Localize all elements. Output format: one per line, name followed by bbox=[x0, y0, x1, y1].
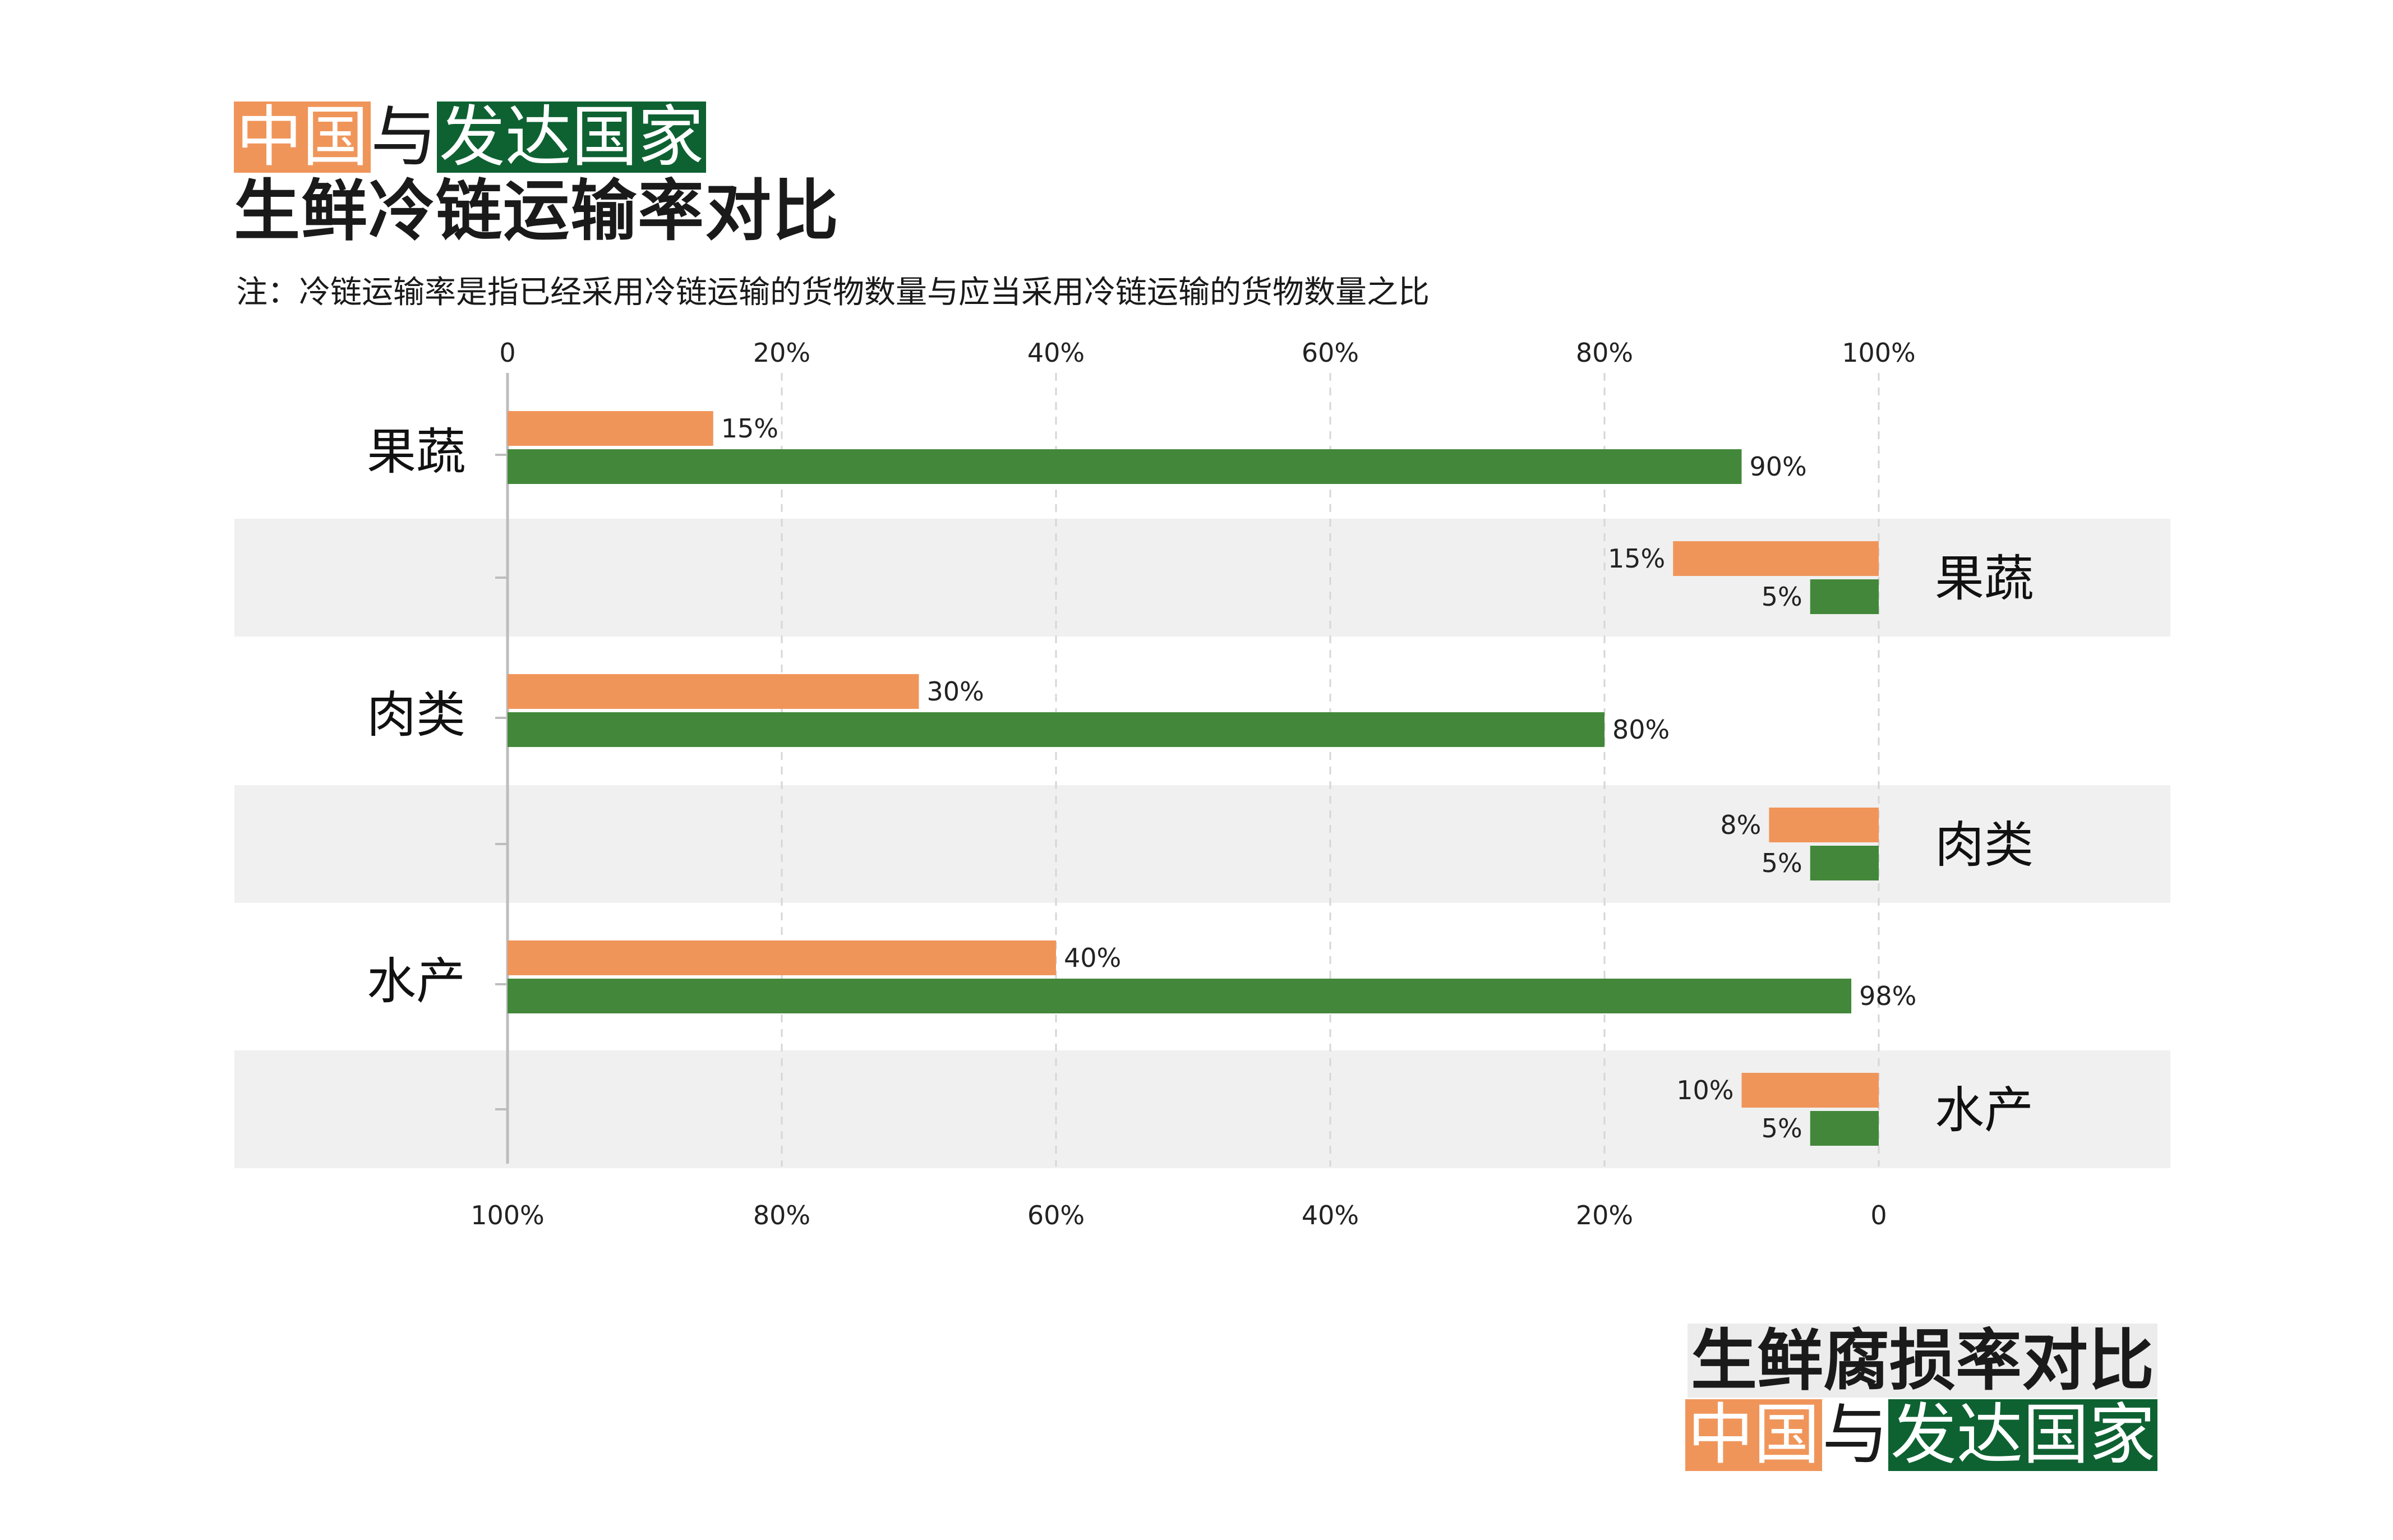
bar-top-china bbox=[508, 940, 1056, 975]
value-label-bottom: 5% bbox=[1762, 1113, 1802, 1144]
top-tick-label: 100% bbox=[1842, 338, 1916, 368]
value-label-bottom: 8% bbox=[1720, 810, 1761, 840]
bar-top-developed bbox=[508, 449, 1742, 484]
value-label-top: 30% bbox=[927, 676, 984, 707]
bottom-tick-label: 0 bbox=[1870, 1200, 1887, 1230]
top-tick-label: 80% bbox=[1576, 338, 1633, 368]
bar-top-china bbox=[508, 411, 713, 446]
bottom-title: 生鲜腐损率对比 中国与发达国家 bbox=[1685, 1324, 2157, 1472]
value-label-bottom: 5% bbox=[1762, 848, 1802, 878]
value-label-bottom: 5% bbox=[1762, 582, 1802, 612]
category-label-top: 水产 bbox=[367, 952, 465, 1010]
value-label-bottom: 10% bbox=[1676, 1075, 1733, 1105]
band-1 bbox=[234, 785, 2170, 903]
china-highlight: 中国 bbox=[234, 101, 371, 173]
bottom-tick-label: 80% bbox=[753, 1200, 810, 1230]
top-title-line1: 中国与发达国家 bbox=[234, 100, 840, 174]
bar-bottom-developed bbox=[1810, 579, 1879, 614]
developed-highlight-bottom: 发达国家 bbox=[1888, 1399, 2157, 1471]
bar-top-china bbox=[508, 674, 919, 709]
developed-highlight: 发达国家 bbox=[437, 101, 707, 173]
bottom-tick-label: 40% bbox=[1302, 1200, 1359, 1230]
bottom-title-line1: 生鲜腐损率对比 bbox=[1687, 1324, 2157, 1398]
bar-bottom-china bbox=[1769, 808, 1879, 842]
bar-top-developed bbox=[508, 979, 1852, 1013]
bottom-tick-label: 20% bbox=[1576, 1200, 1633, 1230]
value-label-top: 15% bbox=[721, 413, 778, 444]
top-tick-label: 60% bbox=[1302, 338, 1359, 368]
bar-bottom-china bbox=[1673, 541, 1879, 576]
category-label-bottom: 水产 bbox=[1935, 1081, 2034, 1139]
chart-note: 注：冷链运输率是指已经采用冷链运输的货物数量与应当采用冷链运输的货物数量之比 bbox=[236, 274, 1430, 311]
value-label-top: 98% bbox=[1859, 981, 1916, 1011]
bottom-tick-label: 60% bbox=[1027, 1200, 1085, 1230]
top-title-line2: 生鲜冷链运输率对比 bbox=[234, 172, 840, 250]
category-label-bottom: 果蔬 bbox=[1935, 550, 2034, 607]
connector-text: 与 bbox=[371, 98, 437, 176]
connector-text-bottom: 与 bbox=[1822, 1396, 1888, 1474]
band-0 bbox=[234, 519, 2170, 637]
top-tick-label: 20% bbox=[753, 338, 810, 368]
bar-bottom-china bbox=[1741, 1073, 1879, 1108]
bottom-tick-label: 100% bbox=[471, 1200, 545, 1230]
top-tick-label: 0 bbox=[499, 338, 515, 368]
band-2 bbox=[234, 1050, 2170, 1168]
bottom-title-line2: 中国与发达国家 bbox=[1685, 1398, 2157, 1472]
value-label-bottom: 15% bbox=[1608, 543, 1665, 574]
category-label-top: 肉类 bbox=[367, 686, 465, 744]
category-label-top: 果蔬 bbox=[367, 423, 465, 481]
value-label-top: 80% bbox=[1612, 714, 1670, 745]
top-title: 中国与发达国家 生鲜冷链运输率对比 bbox=[234, 100, 840, 248]
bar-bottom-developed bbox=[1810, 1111, 1879, 1146]
category-label-bottom: 肉类 bbox=[1935, 816, 2034, 874]
value-label-top: 40% bbox=[1064, 943, 1121, 973]
value-label-top: 90% bbox=[1750, 451, 1807, 482]
china-highlight-bottom: 中国 bbox=[1685, 1399, 1822, 1471]
bar-bottom-developed bbox=[1810, 846, 1879, 880]
top-tick-label: 40% bbox=[1027, 338, 1085, 368]
bar-top-developed bbox=[508, 712, 1604, 747]
